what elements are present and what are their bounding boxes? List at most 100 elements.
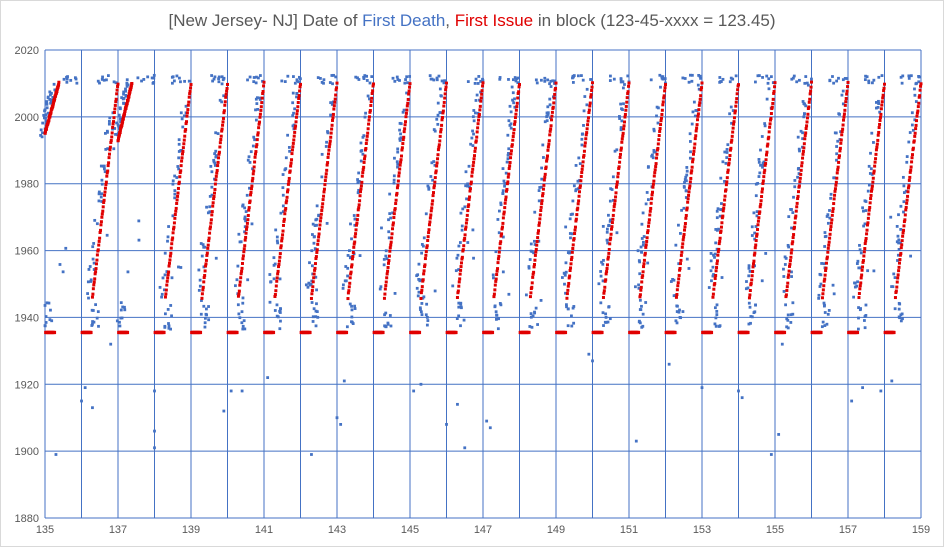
first-issue-point — [837, 156, 841, 160]
first-issue-point — [463, 233, 467, 237]
first-death-point — [214, 154, 218, 157]
first-issue-point — [315, 248, 319, 252]
first-issue-point — [679, 253, 683, 257]
first-death-point — [175, 176, 179, 179]
first-issue-point — [842, 115, 846, 119]
first-issue-point — [212, 194, 216, 198]
first-issue-point — [247, 206, 251, 210]
first-issue-point — [582, 149, 586, 153]
first-death-point — [514, 79, 518, 83]
first-issue-point — [318, 219, 322, 223]
first-issue-point — [587, 108, 591, 112]
first-death-point — [239, 240, 243, 244]
first-death-point — [507, 152, 510, 155]
x-tick-label: 159 — [912, 524, 930, 536]
first-issue-point — [718, 236, 722, 240]
first-issue-point — [553, 92, 557, 96]
first-death-point — [311, 315, 315, 319]
first-death-point — [753, 231, 757, 235]
first-issue-point — [217, 152, 221, 156]
first-issue-point — [550, 118, 554, 122]
first-death-point — [698, 74, 702, 78]
first-issue-point — [759, 202, 763, 206]
first-death-point — [501, 235, 505, 239]
first-issue-point — [803, 137, 807, 141]
first-issue-point — [691, 152, 695, 156]
first-death-point — [105, 233, 109, 237]
first-issue-point — [354, 223, 358, 227]
first-issue-point — [620, 140, 624, 144]
first-death-point — [618, 115, 621, 118]
first-death-point — [348, 249, 351, 253]
first-issue-point — [578, 184, 582, 188]
first-issue-point — [573, 225, 577, 229]
first-issue-point — [244, 235, 248, 239]
first-death-point — [349, 222, 352, 226]
first-death-point — [468, 185, 471, 189]
first-death-point — [718, 76, 722, 79]
first-issue-point — [404, 111, 408, 115]
first-issue-point — [786, 281, 790, 285]
first-death-point — [229, 389, 233, 393]
first-death-point — [236, 303, 240, 307]
first-death-point — [837, 76, 840, 80]
first-issue-point — [251, 176, 255, 180]
first-issue-point — [537, 221, 541, 225]
first-issue-point — [606, 257, 610, 261]
first-issue-point — [168, 254, 172, 258]
first-death-point — [581, 132, 584, 136]
first-issue-point — [795, 201, 799, 205]
first-death-point — [217, 77, 220, 81]
first-issue-point — [220, 127, 224, 131]
first-issue-point — [165, 279, 169, 283]
first-death-point — [754, 303, 757, 307]
first-death-point — [183, 79, 186, 83]
first-issue-point — [123, 109, 127, 113]
first-death-point — [389, 324, 393, 328]
first-issue-point — [395, 191, 399, 195]
first-issue-point — [918, 88, 922, 92]
first-death-point — [171, 182, 175, 186]
first-death-point — [122, 92, 125, 96]
first-issue-point — [574, 219, 578, 223]
first-issue-point — [698, 101, 702, 105]
first-issue-point — [362, 165, 366, 169]
first-issue-point — [207, 236, 211, 240]
first-death-point — [207, 305, 210, 308]
first-death-point — [477, 75, 481, 78]
first-issue-point — [324, 172, 328, 176]
first-issue-point — [223, 103, 227, 107]
first-issue-point — [715, 259, 719, 263]
first-issue-point — [116, 82, 120, 86]
first-issue-point — [427, 231, 431, 235]
first-issue-point — [604, 278, 608, 282]
first-death-point — [171, 214, 175, 218]
first-death-point — [856, 280, 859, 284]
first-issue-point — [688, 180, 692, 184]
first-death-point — [619, 80, 623, 84]
first-death-point — [501, 189, 505, 193]
first-issue-point — [659, 123, 663, 127]
first-death-point — [841, 89, 845, 93]
first-issue-point — [544, 165, 548, 169]
first-issue-point — [673, 330, 677, 335]
first-death-point — [899, 319, 903, 323]
first-issue-point — [697, 103, 701, 107]
first-issue-point — [260, 96, 264, 100]
first-death-point — [153, 429, 156, 433]
first-death-point — [392, 181, 396, 185]
first-death-point — [412, 389, 416, 393]
first-issue-point — [895, 280, 899, 284]
first-issue-point — [729, 140, 733, 144]
first-issue-point — [574, 217, 578, 221]
first-issue-point — [546, 148, 550, 152]
first-issue-point — [809, 85, 813, 89]
first-death-point — [322, 78, 326, 82]
first-death-point — [408, 75, 412, 78]
first-death-point — [425, 302, 429, 306]
first-death-point — [120, 96, 124, 99]
first-issue-point — [905, 198, 909, 202]
first-issue-point — [828, 232, 832, 236]
first-issue-point — [287, 179, 291, 183]
first-issue-point — [126, 97, 130, 101]
